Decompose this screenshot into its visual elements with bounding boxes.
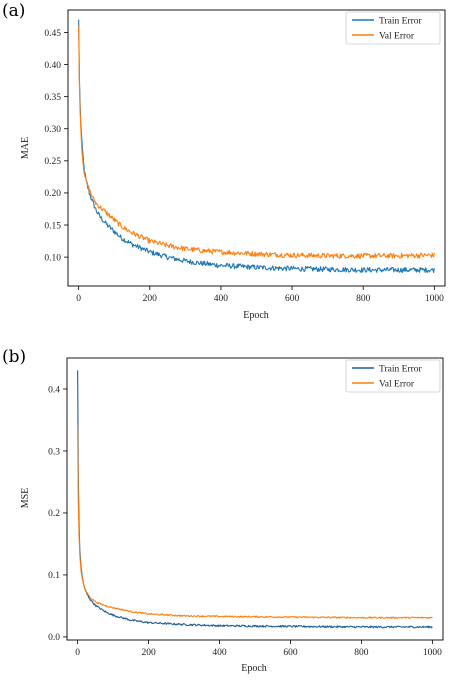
mse-x-ticks: 0 200 400 600 800 1000 <box>75 640 442 658</box>
mse-y-tick-label: 0.3 <box>48 447 60 457</box>
mse-y-tick-label: 0.0 <box>48 633 60 643</box>
mse-y-ticks: 0.0 0.1 0.2 0.3 0.4 <box>48 385 67 643</box>
mae-y-tick-label: 0.20 <box>44 189 61 199</box>
mse-y-tick-label: 0.2 <box>48 509 60 519</box>
mae-x-tick-label: 0 <box>76 294 81 304</box>
mae-chart: (a) 0 200 400 600 800 1000 0.100.150.200.250.… <box>2 1 446 321</box>
mae-y-tick-label: 0.25 <box>44 157 61 167</box>
mae-x-tick-label: 400 <box>214 294 229 304</box>
mae-y-tick-label: 0.30 <box>44 125 61 135</box>
mae-y-tick-label: 0.35 <box>44 93 61 103</box>
mse-x-tick-label: 800 <box>354 648 369 658</box>
mae-legend-label-val: Val Error <box>379 32 415 42</box>
mse-x-axis-label: Epoch <box>241 663 267 674</box>
mae-x-tick-label: 600 <box>285 294 300 304</box>
mse-x-tick-label: 600 <box>283 648 298 658</box>
mae-plot-layer <box>78 19 435 274</box>
mse-x-tick-label: 200 <box>141 648 156 658</box>
mse-x-tick-label: 400 <box>212 648 227 658</box>
mse-y-axis-label: MSE <box>20 488 31 509</box>
mse-y-tick-label: 0.1 <box>48 571 60 581</box>
mae-y-ticks: 0.10 0.15 0.20 0.25 0.30 0.35 0.40 0.45 <box>44 29 68 263</box>
mae-x-ticks: 0 200 400 600 800 1000 <box>76 286 444 304</box>
mse-legend: Train Error Val Error <box>345 359 441 393</box>
mae-y-tick-label: 0.15 <box>44 221 61 231</box>
mae-x-tick-label: 200 <box>143 294 158 304</box>
mae-legend: Train Error Val Error <box>345 11 441 45</box>
panel-label-b: (b) <box>2 347 26 367</box>
mae-y-tick-label: 0.40 <box>44 61 61 71</box>
mse-series-train-error-line <box>77 370 433 629</box>
mse-series-val-error-line <box>77 426 433 619</box>
mae-legend-label-train: Train Error <box>379 17 422 27</box>
mse-x-tick-label: 1000 <box>423 648 442 658</box>
mse-x-tick-label: 0 <box>75 648 80 658</box>
mse-plot-layer <box>77 370 433 629</box>
mse-legend-label-val: Val Error <box>379 380 415 390</box>
mae-series-train-error-line <box>78 19 435 274</box>
mse-plot-frame <box>66 357 444 641</box>
mae-x-tick-label: 800 <box>356 294 371 304</box>
mae-x-tick-label: 1000 <box>425 294 444 304</box>
mae-x-axis-label: Epoch <box>243 310 269 321</box>
mae-y-tick-label: 0.45 <box>44 29 61 39</box>
mse-legend-label-train: Train Error <box>379 365 422 375</box>
mae-y-axis-label: MAE <box>20 137 31 159</box>
mae-plot-frame <box>67 9 446 287</box>
mae-y-tick-label: 0.10 <box>44 253 61 263</box>
mae-series-val-error-line <box>78 26 435 259</box>
mse-y-tick-label: 0.4 <box>48 385 60 395</box>
panel-label-a: (a) <box>2 1 25 21</box>
mse-chart: (b) 0 200 400 600 800 1000 0.0 0.1 0.2 0.3 0.4 Ep… <box>2 347 444 674</box>
